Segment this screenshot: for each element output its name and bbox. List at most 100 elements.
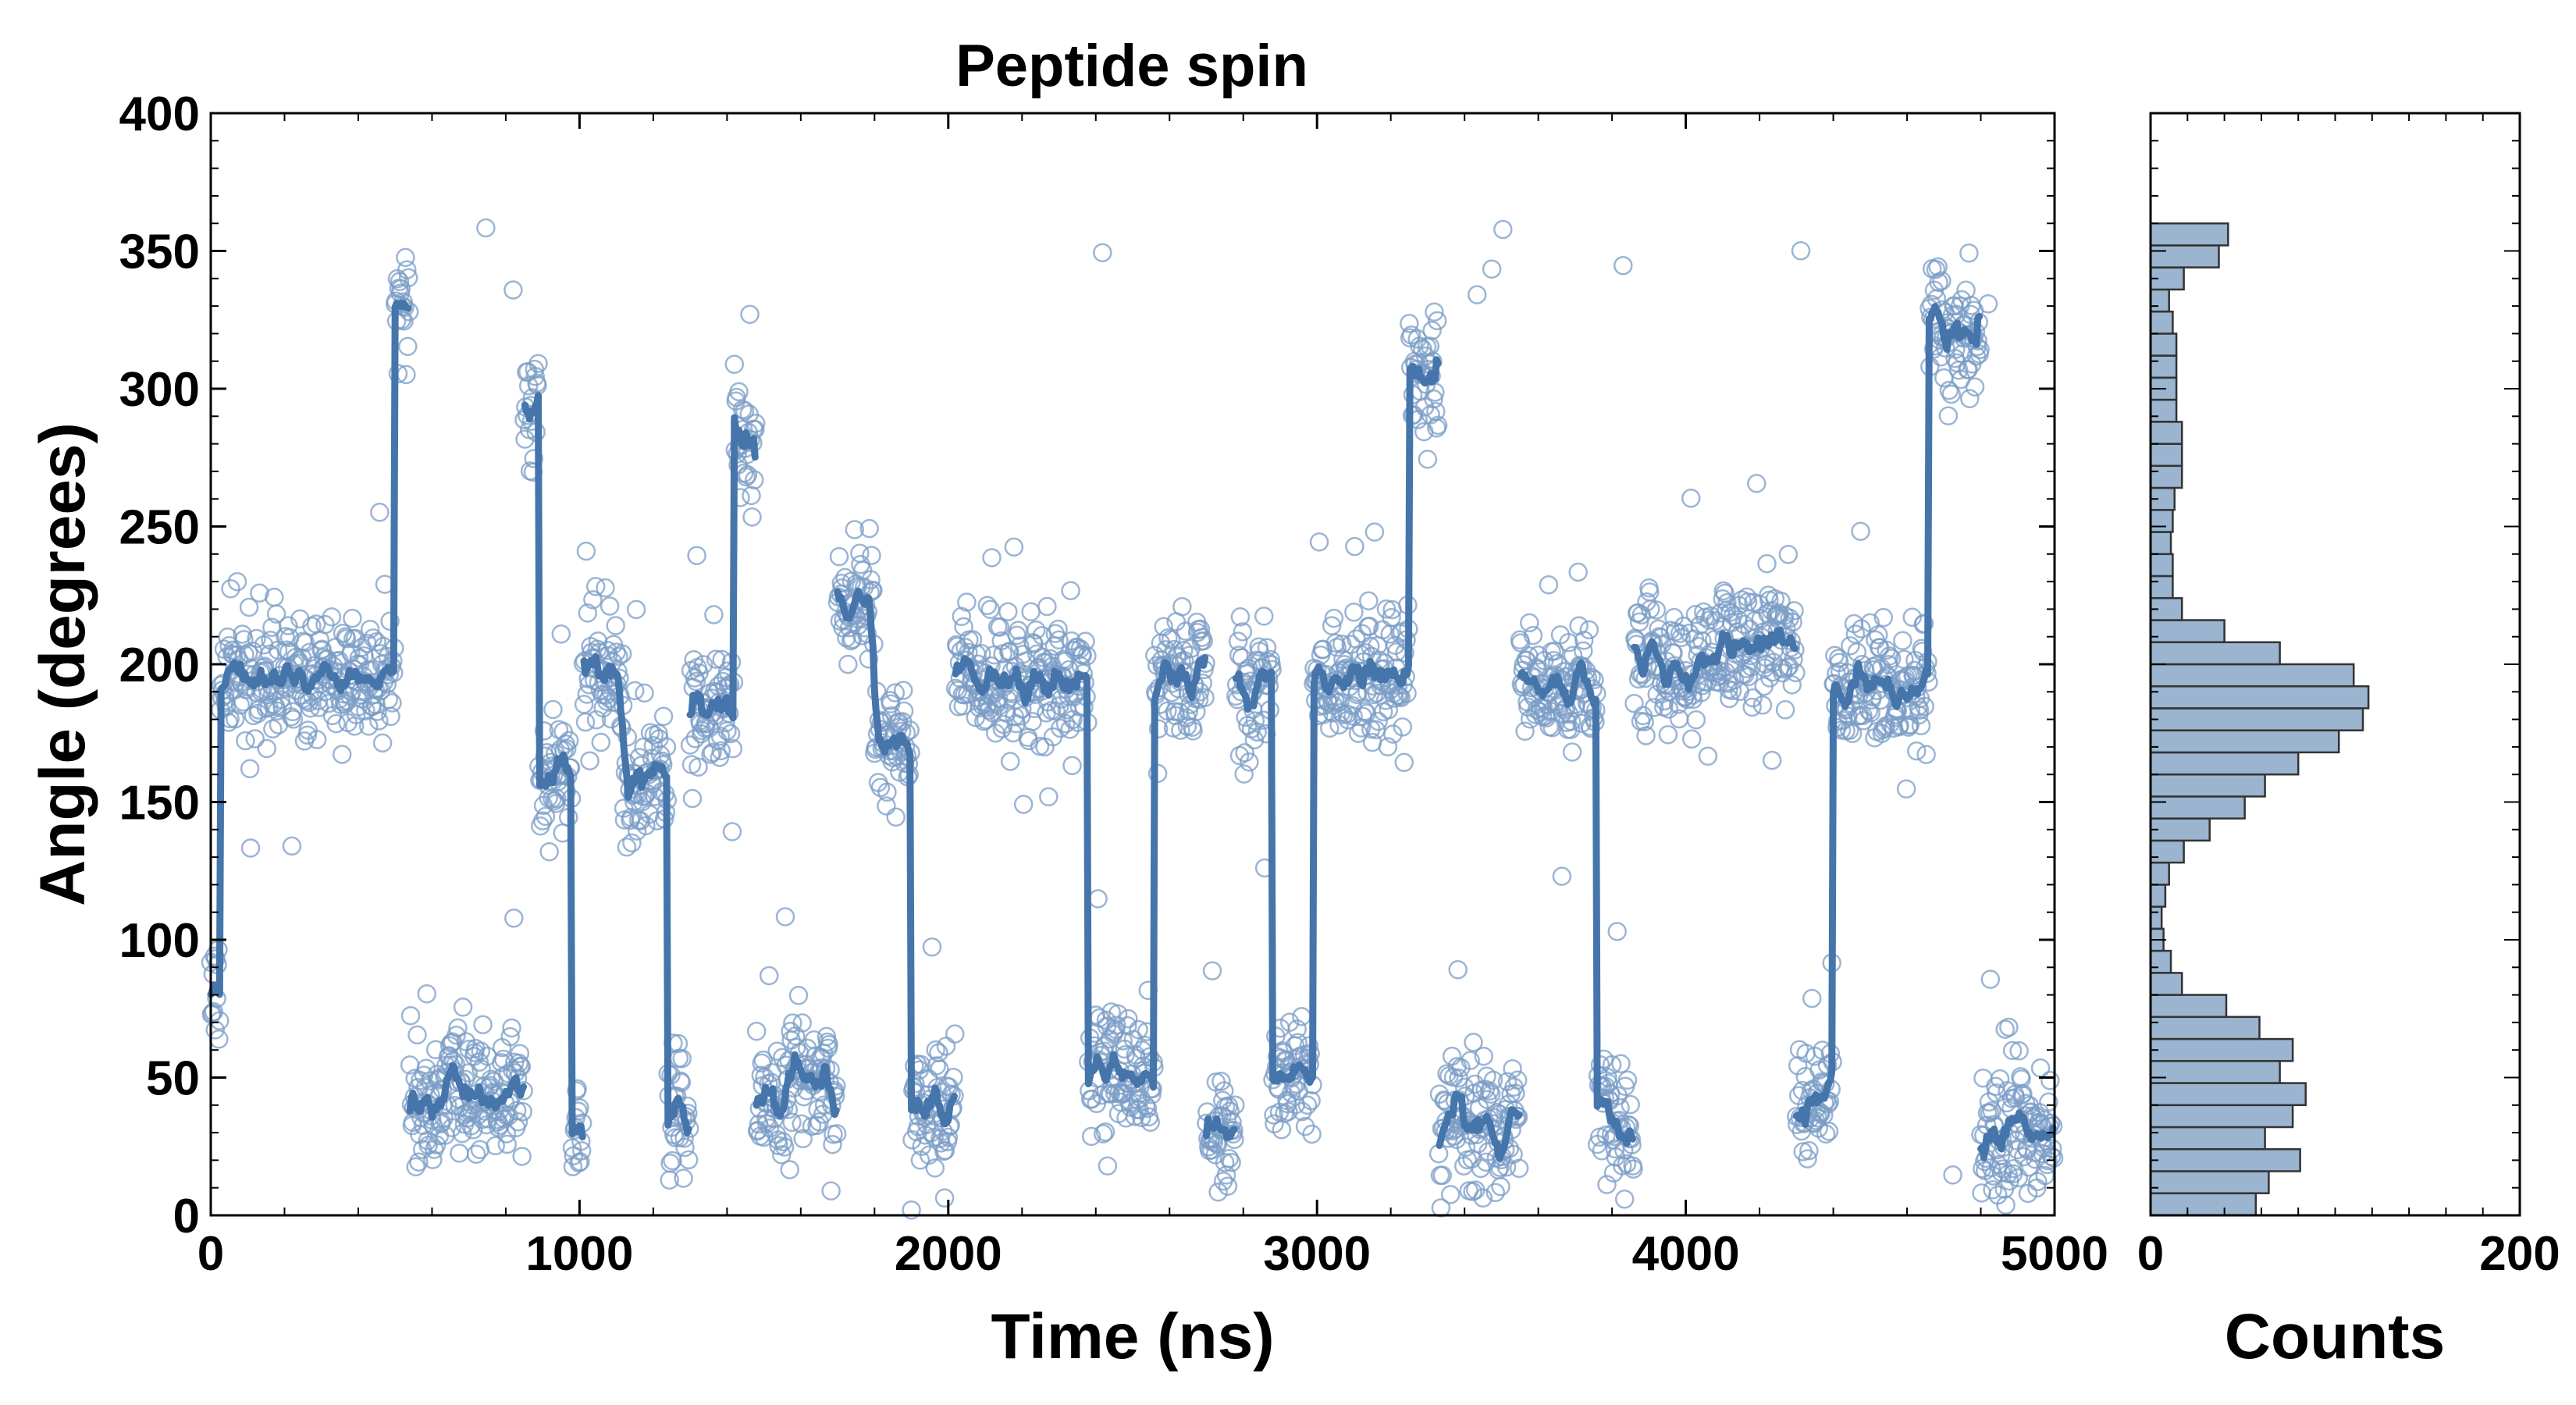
- data-point: [841, 571, 862, 591]
- data-point: [1287, 1019, 1307, 1039]
- data-point: [476, 218, 496, 238]
- data-point: [266, 604, 286, 624]
- data-point: [1240, 752, 1259, 772]
- data-point: [1279, 1101, 1298, 1122]
- data-point: [957, 592, 977, 612]
- data-point: [1861, 702, 1880, 723]
- data-point: [637, 784, 656, 803]
- data-point: [271, 690, 291, 710]
- data-point: [1896, 779, 1916, 799]
- histogram-bar: [2149, 1148, 2301, 1172]
- data-point: [1791, 241, 1811, 261]
- histogram-bar: [2149, 509, 2174, 533]
- data-point: [1254, 606, 1274, 626]
- data-point: [1635, 712, 1654, 731]
- data-point: [1202, 961, 1222, 980]
- data-point: [1722, 681, 1742, 701]
- data-point: [1449, 1068, 1468, 1088]
- data-point: [346, 705, 366, 724]
- data-point: [1713, 581, 1734, 601]
- data-point: [418, 1136, 438, 1155]
- histogram-bar: [2149, 972, 2183, 996]
- data-point: [682, 788, 703, 809]
- data-point: [827, 1124, 847, 1144]
- data-point: [559, 731, 579, 750]
- data-point: [1172, 596, 1192, 617]
- data-point: [1026, 620, 1046, 640]
- data-point: [2013, 1083, 2033, 1104]
- data-point: [1341, 635, 1361, 654]
- data-point: [902, 1200, 921, 1220]
- data-point: [508, 1112, 528, 1132]
- data-point: [1978, 294, 1998, 314]
- data-point: [838, 654, 858, 674]
- data-point: [693, 655, 713, 674]
- data-point: [245, 729, 265, 749]
- data-point: [1983, 1180, 2002, 1200]
- histogram-bar: [2149, 839, 2185, 864]
- data-point: [1907, 741, 1927, 761]
- histogram-bar: [2149, 354, 2178, 379]
- x-tick-label: 4000: [1632, 1227, 1740, 1281]
- data-point: [409, 1152, 429, 1172]
- data-point: [513, 1101, 532, 1122]
- data-point: [1507, 1070, 1528, 1090]
- data-point: [307, 730, 327, 749]
- data-point: [209, 1030, 229, 1049]
- data-point: [617, 837, 637, 857]
- data-point: [723, 738, 743, 759]
- data-point: [448, 1018, 468, 1038]
- data-point: [675, 1137, 695, 1158]
- data-point: [1173, 641, 1194, 660]
- data-point: [539, 841, 559, 862]
- data-point: [473, 1015, 493, 1034]
- data-point: [688, 757, 708, 777]
- data-point: [1132, 1108, 1151, 1128]
- data-point: [535, 806, 556, 827]
- smoothed-line: [207, 299, 2057, 1162]
- data-point: [286, 647, 305, 667]
- data-point: [1996, 1195, 2016, 1215]
- data-point: [512, 1147, 532, 1166]
- data-point: [1288, 1033, 1308, 1053]
- data-point: [972, 643, 991, 663]
- data-point: [678, 1150, 699, 1170]
- data-point: [503, 280, 523, 300]
- histogram-bar: [2149, 1082, 2307, 1107]
- y-tick-label: 200: [119, 638, 200, 692]
- data-point: [1960, 389, 1980, 408]
- data-point: [1359, 591, 1379, 610]
- data-point: [333, 624, 353, 643]
- data-point: [990, 617, 1010, 637]
- data-point: [398, 336, 418, 357]
- data-point: [453, 998, 473, 1017]
- data-point: [1515, 721, 1535, 742]
- data-point: [653, 706, 674, 727]
- data-point: [817, 1026, 837, 1047]
- data-point: [504, 909, 524, 928]
- data-point: [1442, 1046, 1462, 1066]
- data-point: [1327, 638, 1347, 657]
- histogram-bar: [2149, 707, 2364, 731]
- histogram-bar: [2149, 1016, 2261, 1040]
- data-point: [295, 633, 315, 653]
- histogram-bar: [2149, 619, 2226, 643]
- data-point: [845, 520, 865, 539]
- data-point: [859, 518, 879, 539]
- data-point: [1222, 1153, 1241, 1172]
- data-point: [1481, 1084, 1501, 1104]
- data-point: [742, 507, 762, 527]
- data-point: [1093, 1124, 1113, 1144]
- data-point: [1518, 697, 1538, 717]
- data-point: [863, 580, 883, 600]
- data-point: [1037, 596, 1057, 617]
- data-point: [939, 1077, 959, 1097]
- data-point: [792, 1013, 812, 1033]
- data-point: [1738, 592, 1758, 612]
- data-point: [1890, 716, 1909, 735]
- data-point: [817, 1032, 838, 1052]
- x-tick-label: 0: [197, 1227, 224, 1281]
- data-point: [1559, 633, 1578, 653]
- data-point: [735, 400, 755, 421]
